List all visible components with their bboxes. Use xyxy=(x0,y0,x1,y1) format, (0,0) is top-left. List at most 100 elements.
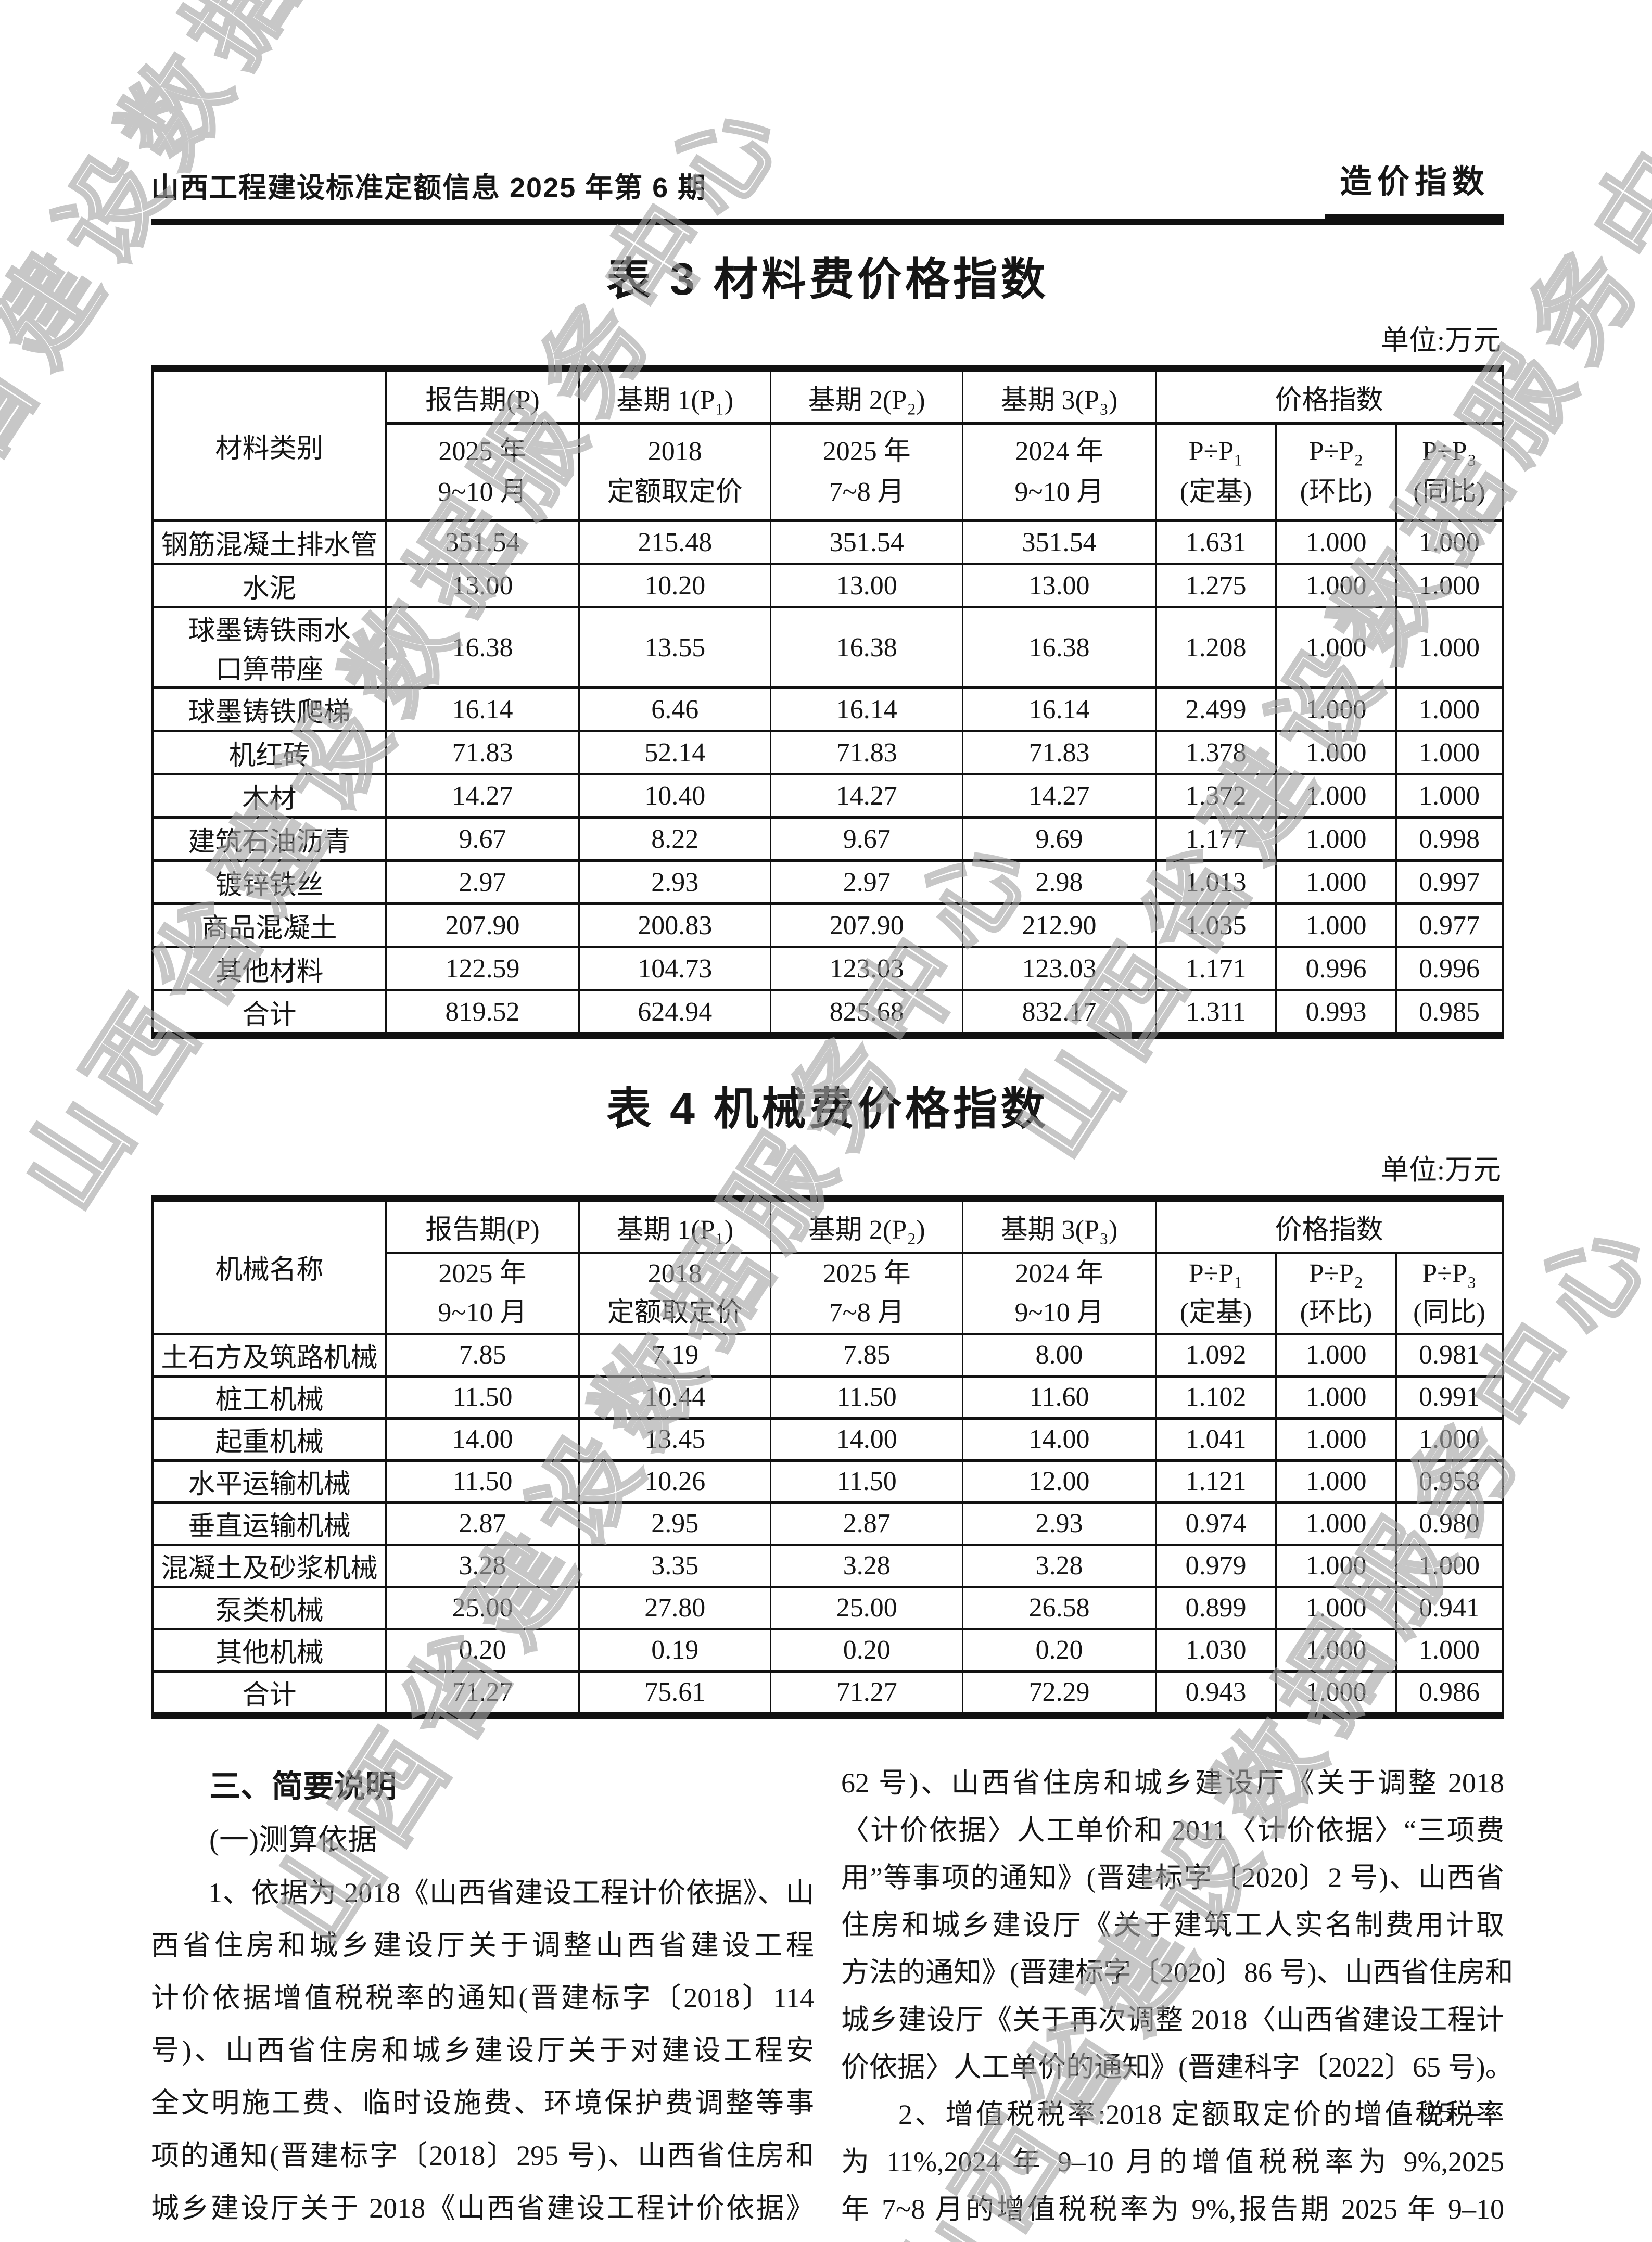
cell-index-chain: 1.000 xyxy=(1275,1627,1397,1673)
cell-index-fixed: 0.899 xyxy=(1155,1585,1277,1630)
notes-section: 三、简要说明 (一)测算依据 1、依据为 2018《山西省建设工程计价依据》、山… xyxy=(151,1760,1514,2242)
cell-base1: 10.40 xyxy=(578,773,772,819)
cell-index-yoy: 0.986 xyxy=(1395,1670,1504,1717)
row-label: 混凝土及砂浆机械 xyxy=(151,1543,387,1588)
text-line: 方法的通知》(晋建标字〔2020〕86 号)、山西省住房和 xyxy=(841,1956,1514,1988)
subheader-base2: 2025 年 7~8 月 xyxy=(770,1252,963,1335)
cell-base3: 14.27 xyxy=(961,773,1157,819)
row-label: 木材 xyxy=(151,773,387,819)
cell-index-fixed: 1.171 xyxy=(1155,946,1277,991)
notes-left-column: 三、简要说明 (一)测算依据 1、依据为 2018《山西省建设工程计价依据》、山… xyxy=(151,1760,814,2242)
subheader-base1: 2018 定额取定价 xyxy=(578,1252,772,1335)
cell-base2: 14.00 xyxy=(770,1417,963,1462)
table-row: 合计 819.52 624.94 825.68 832.17 1.311 0.9… xyxy=(151,989,1504,1037)
text-line: 计价依据增值税税率的通知(晋建标字〔2018〕114 xyxy=(151,1982,814,2014)
cell-base1: 8.22 xyxy=(578,816,772,862)
cell-base2: 7.85 xyxy=(770,1332,963,1378)
cell-index-yoy: 1.000 xyxy=(1395,1543,1504,1588)
cell-base1: 13.55 xyxy=(578,606,772,689)
cell-report: 14.00 xyxy=(385,1417,580,1462)
cell-index-chain: 1.000 xyxy=(1275,773,1397,819)
text-line: 〈计价依据〉人工单价和 2011〈计价依据〉“三项费 xyxy=(841,1814,1504,1846)
cell-index-yoy: 0.980 xyxy=(1395,1501,1504,1546)
cell-base2: 25.00 xyxy=(770,1585,963,1630)
cell-report: 71.83 xyxy=(385,730,580,775)
cell-index-fixed: 1.208 xyxy=(1155,606,1277,689)
cell-report: 2.97 xyxy=(385,859,580,905)
cell-base3: 26.58 xyxy=(961,1585,1157,1630)
table-row: 水平运输机械 11.50 10.26 11.50 12.00 1.121 1.0… xyxy=(151,1459,1504,1504)
cell-report: 819.52 xyxy=(385,989,580,1037)
text-line: 西省住房和城乡建设厅关于调整山西省建设工程 xyxy=(151,1929,814,1961)
cell-index-fixed: 1.372 xyxy=(1155,773,1277,819)
cell-base1: 2.95 xyxy=(578,1501,772,1546)
table-row: 泵类机械 25.00 27.80 25.00 26.58 0.899 1.000… xyxy=(151,1585,1504,1630)
row-label: 土石方及筑路机械 xyxy=(151,1332,387,1378)
cell-index-fixed: 1.035 xyxy=(1155,902,1277,948)
table-row: 镀锌铁丝 2.97 2.93 2.97 2.98 1.013 1.000 0.9… xyxy=(151,859,1504,905)
cell-index-yoy: 0.997 xyxy=(1395,859,1504,905)
cell-index-yoy: 1.000 xyxy=(1395,1627,1504,1673)
cell-index-fixed: 1.013 xyxy=(1155,859,1277,905)
cell-index-fixed: 1.041 xyxy=(1155,1417,1277,1462)
cell-base3: 72.29 xyxy=(961,1670,1157,1717)
cell-index-chain: 0.996 xyxy=(1275,946,1397,991)
cell-base3: 11.60 xyxy=(961,1374,1157,1420)
cell-index-yoy: 0.991 xyxy=(1395,1374,1504,1420)
cell-report: 9.67 xyxy=(385,816,580,862)
cell-report: 71.27 xyxy=(385,1670,580,1717)
cell-report: 207.90 xyxy=(385,902,580,948)
header-rule xyxy=(151,219,1504,225)
table4-unit: 单位:万元 xyxy=(1380,1154,1501,1186)
cell-index-chain: 1.000 xyxy=(1275,816,1397,862)
cell-index-yoy: 1.000 xyxy=(1395,730,1504,775)
cell-index-yoy: 1.000 xyxy=(1395,563,1504,608)
cell-index-yoy: 1.000 xyxy=(1395,1417,1504,1462)
cell-base3: 12.00 xyxy=(961,1459,1157,1504)
row-label: 机红砖 xyxy=(151,730,387,775)
subheader-fixed-base: P÷P₁ (定基) xyxy=(1155,1252,1277,1335)
cell-base3: 123.03 xyxy=(961,946,1157,991)
col-header-report-period: 报告期(P) xyxy=(385,1197,580,1254)
table-row: 水泥 13.00 10.20 13.00 13.00 1.275 1.000 1… xyxy=(151,563,1504,608)
cell-index-chain: 1.000 xyxy=(1275,1585,1397,1630)
cell-index-chain: 1.000 xyxy=(1275,1543,1397,1588)
col-header-machinery: 机械名称 xyxy=(151,1197,387,1335)
cell-index-chain: 0.993 xyxy=(1275,989,1397,1037)
cell-base1: 10.20 xyxy=(578,563,772,608)
cell-index-fixed: 0.943 xyxy=(1155,1670,1277,1717)
cell-base3: 351.54 xyxy=(961,519,1157,565)
cell-index-yoy: 0.977 xyxy=(1395,902,1504,948)
cell-base2: 71.83 xyxy=(770,730,963,775)
col-header-base1: 基期 1(P₁) xyxy=(578,367,772,425)
subheader-report-period: 2025 年 9~10 月 xyxy=(385,1252,580,1335)
cell-report: 11.50 xyxy=(385,1374,580,1420)
text-line: 2、增值税税率:2018 定额取定价的增值税税率 xyxy=(898,2098,1504,2130)
cell-report: 7.85 xyxy=(385,1332,580,1378)
section-heading: 三、简要说明 xyxy=(209,1768,397,1804)
cell-base3: 71.83 xyxy=(961,730,1157,775)
cell-index-fixed: 1.631 xyxy=(1155,519,1277,565)
cell-index-chain: 1.000 xyxy=(1275,686,1397,732)
cell-report: 13.00 xyxy=(385,563,580,608)
cell-base3: 8.00 xyxy=(961,1332,1157,1378)
cell-base3: 16.38 xyxy=(961,606,1157,689)
text-line: 城乡建设厅《关于再次调整 2018〈山西省建设工程计 xyxy=(841,2004,1504,2035)
cell-index-yoy: 0.998 xyxy=(1395,816,1504,862)
cell-base2: 2.97 xyxy=(770,859,963,905)
text-line: 号)、山西省住房和城乡建设厅关于对建设工程安 xyxy=(151,2034,814,2066)
cell-index-chain: 1.000 xyxy=(1275,563,1397,608)
table3-body: 钢筋混凝土排水管 351.54 215.48 351.54 351.54 1.6… xyxy=(151,519,1504,1037)
cell-base3: 2.93 xyxy=(961,1501,1157,1546)
subheader-fixed-base: P÷P₁ (定基) xyxy=(1155,422,1277,522)
cell-index-yoy: 1.000 xyxy=(1395,773,1504,819)
cell-index-chain: 1.000 xyxy=(1275,1417,1397,1462)
cell-base1: 27.80 xyxy=(578,1585,772,1630)
col-header-base2: 基期 2(P₂) xyxy=(770,367,963,425)
cell-index-chain: 1.000 xyxy=(1275,606,1397,689)
col-header-base3: 基期 3(P₃) xyxy=(961,367,1157,425)
cell-base2: 16.38 xyxy=(770,606,963,689)
subheader-base2: 2025 年 7~8 月 xyxy=(770,422,963,522)
cell-index-chain: 1.000 xyxy=(1275,1332,1397,1378)
